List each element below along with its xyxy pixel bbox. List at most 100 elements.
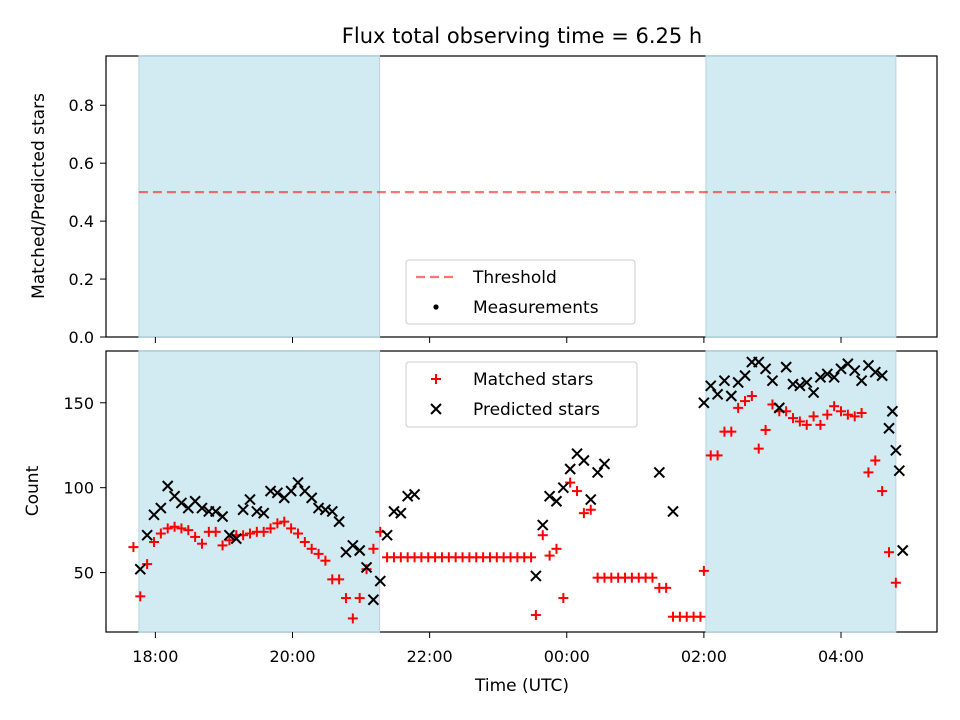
predicted-x-b xyxy=(828,371,840,384)
predicted-star-point xyxy=(835,363,847,375)
predicted-x-b xyxy=(395,507,407,519)
predicted-star-point xyxy=(869,366,881,378)
predicted-x-b xyxy=(893,464,905,477)
predicted-x-b xyxy=(886,405,899,417)
matched-star-point xyxy=(244,528,255,539)
predicted-star-point xyxy=(333,515,345,528)
predicted-star-point xyxy=(367,594,380,606)
matched-star-point xyxy=(884,547,895,558)
predicted-x-b xyxy=(897,544,909,557)
predicted-x-b xyxy=(849,364,861,377)
top-y-tick-label: 0.6 xyxy=(69,154,94,173)
predicted-x-b xyxy=(759,363,772,375)
predicted-x-b xyxy=(312,502,325,514)
matched-star-point xyxy=(877,486,888,497)
predicted-x-b xyxy=(653,466,666,479)
predicted-star-point xyxy=(285,485,297,497)
predicted-star-point xyxy=(780,361,792,373)
predicted-star-point xyxy=(196,502,208,514)
predicted-x-b xyxy=(711,388,724,401)
bottom-legend-box xyxy=(405,361,638,428)
top-shaded-interval xyxy=(138,55,381,338)
predicted-x-b xyxy=(801,376,813,389)
x-tick-label: 00:00 xyxy=(544,647,590,666)
matched-star-point xyxy=(565,477,576,488)
x-tick-label: 22:00 xyxy=(407,647,453,666)
predicted-x-b xyxy=(578,454,590,467)
predicted-star-point xyxy=(667,505,679,518)
chart-title: Flux total observing time = 6.25 h xyxy=(342,24,702,48)
matched-star-point xyxy=(712,450,723,461)
predicted-x-b xyxy=(305,492,318,504)
top-y-tick-label: 0.4 xyxy=(69,212,94,231)
predicted-star-point xyxy=(883,422,895,434)
predicted-x-b xyxy=(353,544,366,557)
predicted-star-point xyxy=(347,539,359,552)
predicted-x-b xyxy=(842,358,854,370)
matched-star-point xyxy=(183,525,194,536)
predicted-x-b xyxy=(739,369,751,382)
matched-star-point xyxy=(142,559,153,570)
predicted-star-point xyxy=(401,490,414,502)
predicted-star-point xyxy=(821,368,834,380)
matched-star-point xyxy=(258,526,269,537)
predicted-x-b xyxy=(347,539,359,552)
predicted-star-point xyxy=(598,458,611,470)
predicted-star-point xyxy=(773,402,786,414)
predicted-x-b xyxy=(835,363,847,375)
predicted-x-b xyxy=(408,488,421,501)
matched-star-point xyxy=(740,396,751,407)
predicted-star-point xyxy=(408,488,421,501)
predicted-star-point xyxy=(264,485,277,497)
predicted-x-b xyxy=(705,380,717,392)
predicted-x-b xyxy=(571,448,583,460)
predicted-star-point xyxy=(530,570,542,582)
bottom-shaded-interval xyxy=(705,350,897,633)
matched-star-point xyxy=(822,409,833,420)
predicted-x-b xyxy=(557,481,570,494)
matched-star-point xyxy=(544,550,555,561)
predicted-x-b xyxy=(251,505,263,518)
predicted-star-point xyxy=(578,454,590,467)
matched-star-point xyxy=(190,531,201,542)
predicted-star-point xyxy=(209,505,222,518)
legend-predicted-label: Predicted stars xyxy=(473,400,600,420)
predicted-x-b xyxy=(862,359,875,372)
matched-star-point xyxy=(306,543,317,554)
matched-star-point xyxy=(572,486,583,497)
predicted-star-point xyxy=(374,575,386,587)
matched-star-point xyxy=(286,523,297,534)
predicted-star-point xyxy=(312,502,325,514)
predicted-x-b xyxy=(367,594,380,606)
matched-star-point xyxy=(585,504,596,515)
matched-star-point xyxy=(176,523,187,534)
predicted-star-point xyxy=(305,492,318,504)
matched-star-point xyxy=(815,419,826,430)
predicted-star-point xyxy=(807,386,820,399)
matched-star-point xyxy=(836,406,847,417)
matched-star-point xyxy=(842,409,853,420)
matched-star-point xyxy=(299,537,310,548)
predicted-x-b xyxy=(598,458,611,470)
matched-star-point xyxy=(733,402,744,413)
predicted-x-b xyxy=(855,375,868,387)
predicted-x-b xyxy=(271,487,284,499)
predicted-x-b xyxy=(381,529,393,541)
matched-star-point xyxy=(849,411,860,422)
predicted-star-point xyxy=(653,466,666,479)
predicted-x-b xyxy=(264,485,277,497)
matched-star-point xyxy=(128,542,139,553)
predicted-star-point xyxy=(175,497,188,509)
predicted-x-b xyxy=(821,368,834,380)
predicted-star-point xyxy=(886,405,899,417)
top-y-tick-label: 0.0 xyxy=(69,328,94,347)
predicted-star-point xyxy=(787,378,799,390)
legend-predicted-swatch-b xyxy=(430,403,442,415)
bottom-y-axis-label: Count xyxy=(23,465,43,516)
predicted-x-b xyxy=(292,476,304,489)
predicted-star-point xyxy=(251,505,263,518)
matched-star-point xyxy=(272,518,283,529)
predicted-x-b xyxy=(230,532,242,545)
matched-star-point xyxy=(135,591,146,602)
matched-star-point xyxy=(537,530,548,541)
